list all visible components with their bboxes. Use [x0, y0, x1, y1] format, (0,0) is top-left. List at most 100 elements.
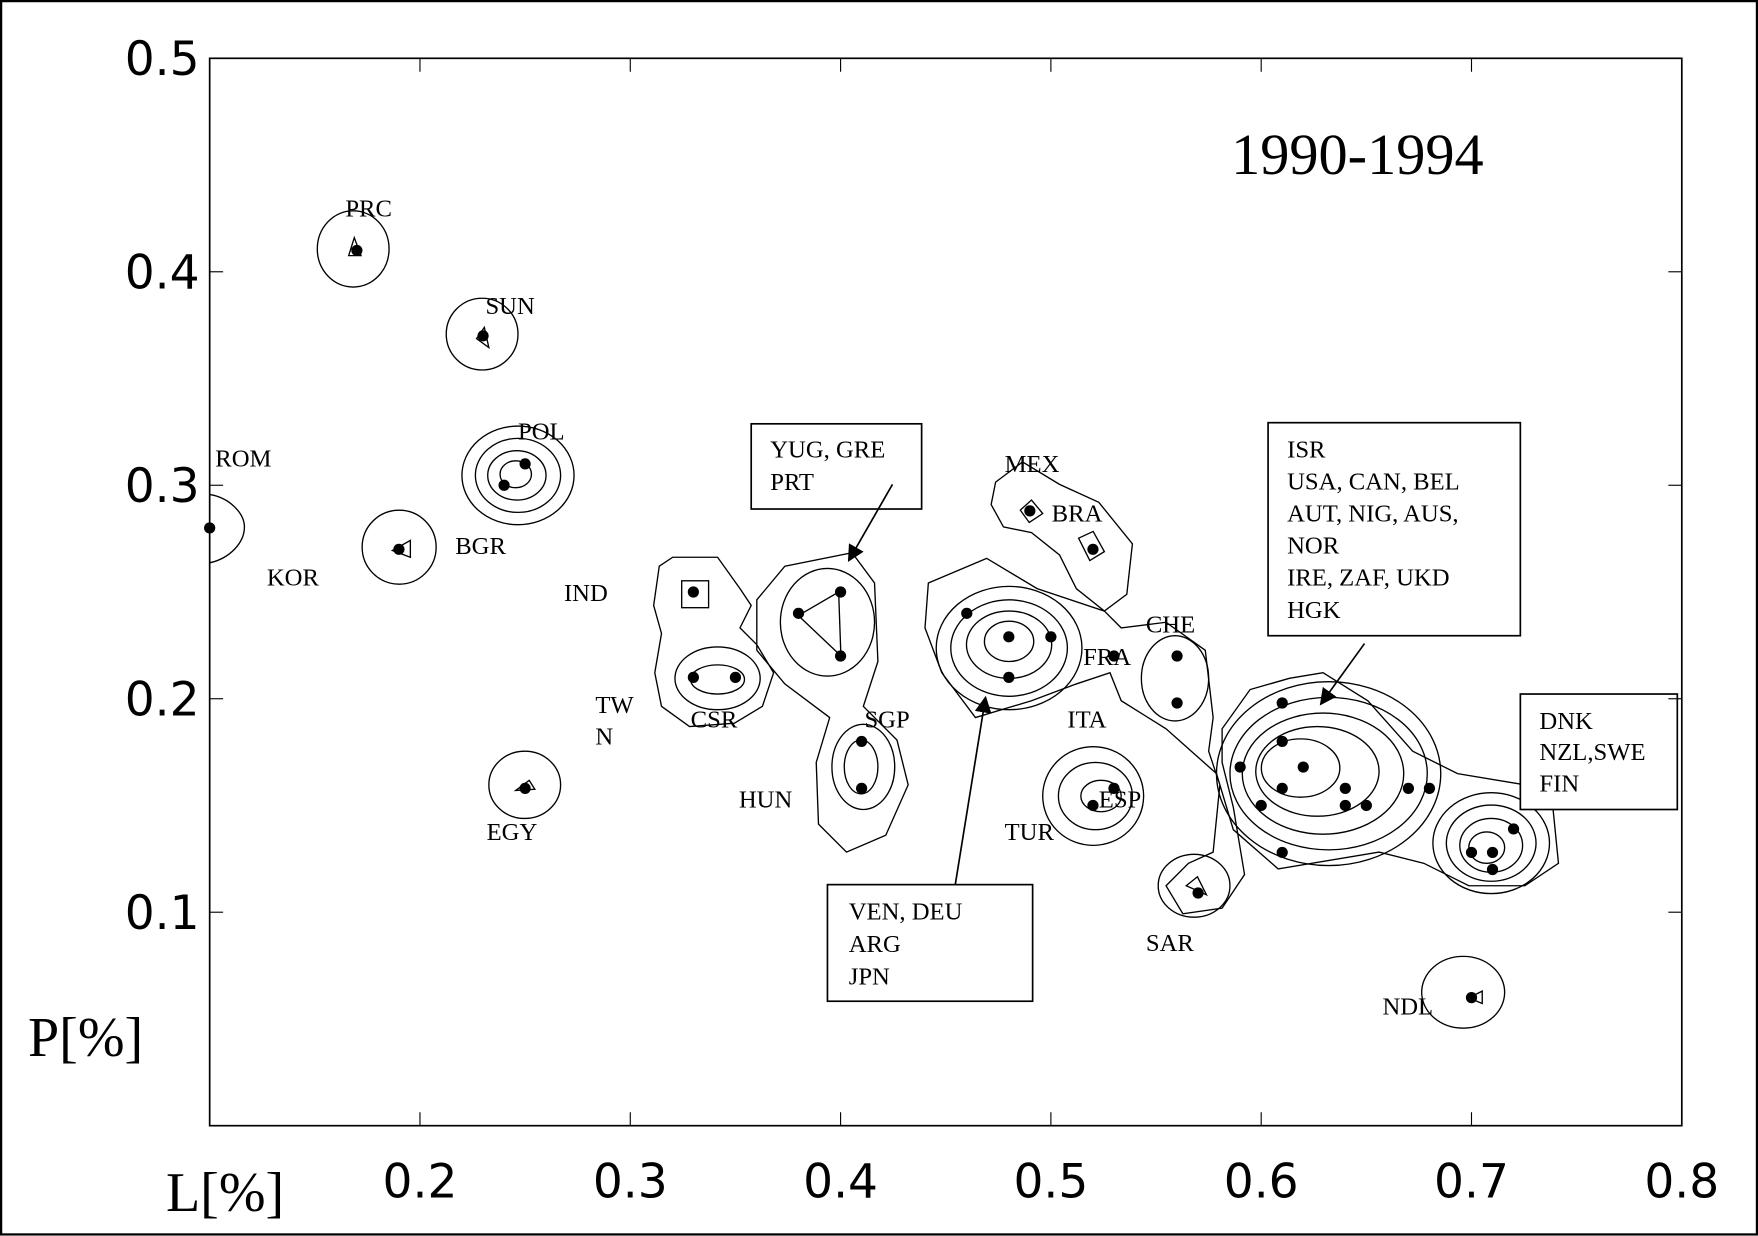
- point: [1234, 761, 1246, 773]
- x-tick-label: 0.2: [383, 1154, 458, 1209]
- point-label: EGY: [487, 819, 538, 846]
- point: [1171, 697, 1183, 709]
- point: [792, 607, 805, 619]
- point-label: KOR: [267, 564, 320, 591]
- point-label: N: [595, 723, 613, 750]
- box-label: JPN: [849, 963, 890, 990]
- point: [1003, 671, 1015, 683]
- point: [1423, 782, 1436, 794]
- contours: [209, 210, 1560, 1029]
- point: [687, 671, 699, 683]
- point-label: PRC: [345, 195, 392, 222]
- box-label: USA, CAN, BEL: [1287, 469, 1460, 496]
- point: [1507, 823, 1520, 835]
- point: [351, 244, 363, 257]
- label-boxes: [750, 421, 1679, 1003]
- point: [1003, 631, 1015, 643]
- point-label: NDL: [1382, 994, 1433, 1021]
- point: [1255, 799, 1267, 812]
- x-tick-label: 0.8: [1644, 1154, 1719, 1209]
- point: [1276, 697, 1288, 709]
- box-label: DNK: [1539, 708, 1593, 735]
- point: [1486, 863, 1499, 876]
- point-label: SUN: [485, 293, 535, 320]
- point-label: HUN: [739, 786, 793, 813]
- box-label: FIN: [1539, 771, 1579, 798]
- point-label: TW: [595, 692, 634, 719]
- point: [1171, 650, 1183, 662]
- point: [1465, 991, 1478, 1004]
- point-label: SAR: [1146, 930, 1195, 957]
- point: [834, 650, 847, 662]
- point: [1087, 799, 1099, 812]
- y-tick-label: 0.3: [125, 459, 200, 514]
- point: [1276, 846, 1288, 859]
- box-label: PRT: [770, 469, 814, 496]
- point-label: FRA: [1083, 644, 1131, 671]
- point: [1045, 631, 1057, 643]
- x-tick-label: 0.3: [593, 1154, 668, 1209]
- point: [1402, 782, 1415, 794]
- y-tick-label: 0.4: [125, 246, 200, 301]
- point: [1108, 782, 1120, 794]
- period-annotation: 1990-1994: [1231, 122, 1484, 187]
- point-label: MEX: [1005, 451, 1060, 478]
- point-label: ITA: [1067, 707, 1106, 734]
- box-label: YUG, GRE: [770, 436, 885, 463]
- point: [834, 586, 847, 598]
- box-label: ARG: [849, 931, 901, 958]
- point: [519, 458, 531, 470]
- point: [1339, 799, 1351, 812]
- point-label: BRA: [1052, 500, 1103, 527]
- point: [961, 607, 973, 619]
- point-label: POL: [518, 419, 565, 446]
- point: [1360, 799, 1372, 812]
- box-label: NOR: [1287, 533, 1340, 560]
- point: [1339, 782, 1351, 794]
- point: [1465, 846, 1478, 859]
- point-label: CHE: [1146, 611, 1195, 638]
- y-tick-label: 0.5: [125, 32, 200, 87]
- box-label: IRE, ZAF, UKD: [1287, 565, 1449, 592]
- point-label: BGR: [455, 533, 506, 560]
- point: [498, 479, 510, 491]
- point: [1486, 846, 1499, 859]
- point: [729, 671, 742, 683]
- box-label: NZL,SWE: [1539, 739, 1645, 766]
- point-label: CSR: [691, 707, 738, 734]
- point: [1192, 887, 1204, 899]
- point: [1024, 505, 1036, 517]
- y-axis-label: P[%]: [28, 1007, 143, 1069]
- point-label: ROM: [215, 445, 271, 472]
- point: [1087, 543, 1099, 555]
- point: [687, 586, 699, 598]
- x-tick-label: 0.5: [1013, 1154, 1088, 1209]
- point-label: IND: [564, 580, 608, 607]
- box-label: VEN, DEU: [849, 898, 963, 925]
- point: [856, 735, 868, 748]
- x-axis-label: L[%]: [166, 1162, 284, 1224]
- y-tick-label: 0.1: [125, 886, 200, 941]
- x-tick-label: 0.6: [1224, 1154, 1299, 1209]
- x-tick-label: 0.4: [803, 1154, 878, 1209]
- point: [393, 543, 405, 555]
- point: [204, 522, 216, 534]
- point-label: ESP: [1099, 786, 1142, 813]
- plot-area: [208, 57, 1683, 1127]
- box-label: AUT, NIG, AUS,: [1287, 501, 1458, 528]
- box-label: HGK: [1287, 597, 1341, 624]
- x-tick-label: 0.7: [1434, 1154, 1509, 1209]
- point: [856, 782, 868, 794]
- y-tick-label: 0.2: [125, 673, 200, 728]
- point: [519, 782, 531, 794]
- box-label: ISR: [1287, 436, 1326, 463]
- point: [1276, 782, 1288, 794]
- point: [1297, 761, 1309, 773]
- point: [477, 330, 489, 342]
- point: [1276, 735, 1288, 748]
- point-label: TUR: [1005, 819, 1055, 846]
- point: [1108, 650, 1120, 662]
